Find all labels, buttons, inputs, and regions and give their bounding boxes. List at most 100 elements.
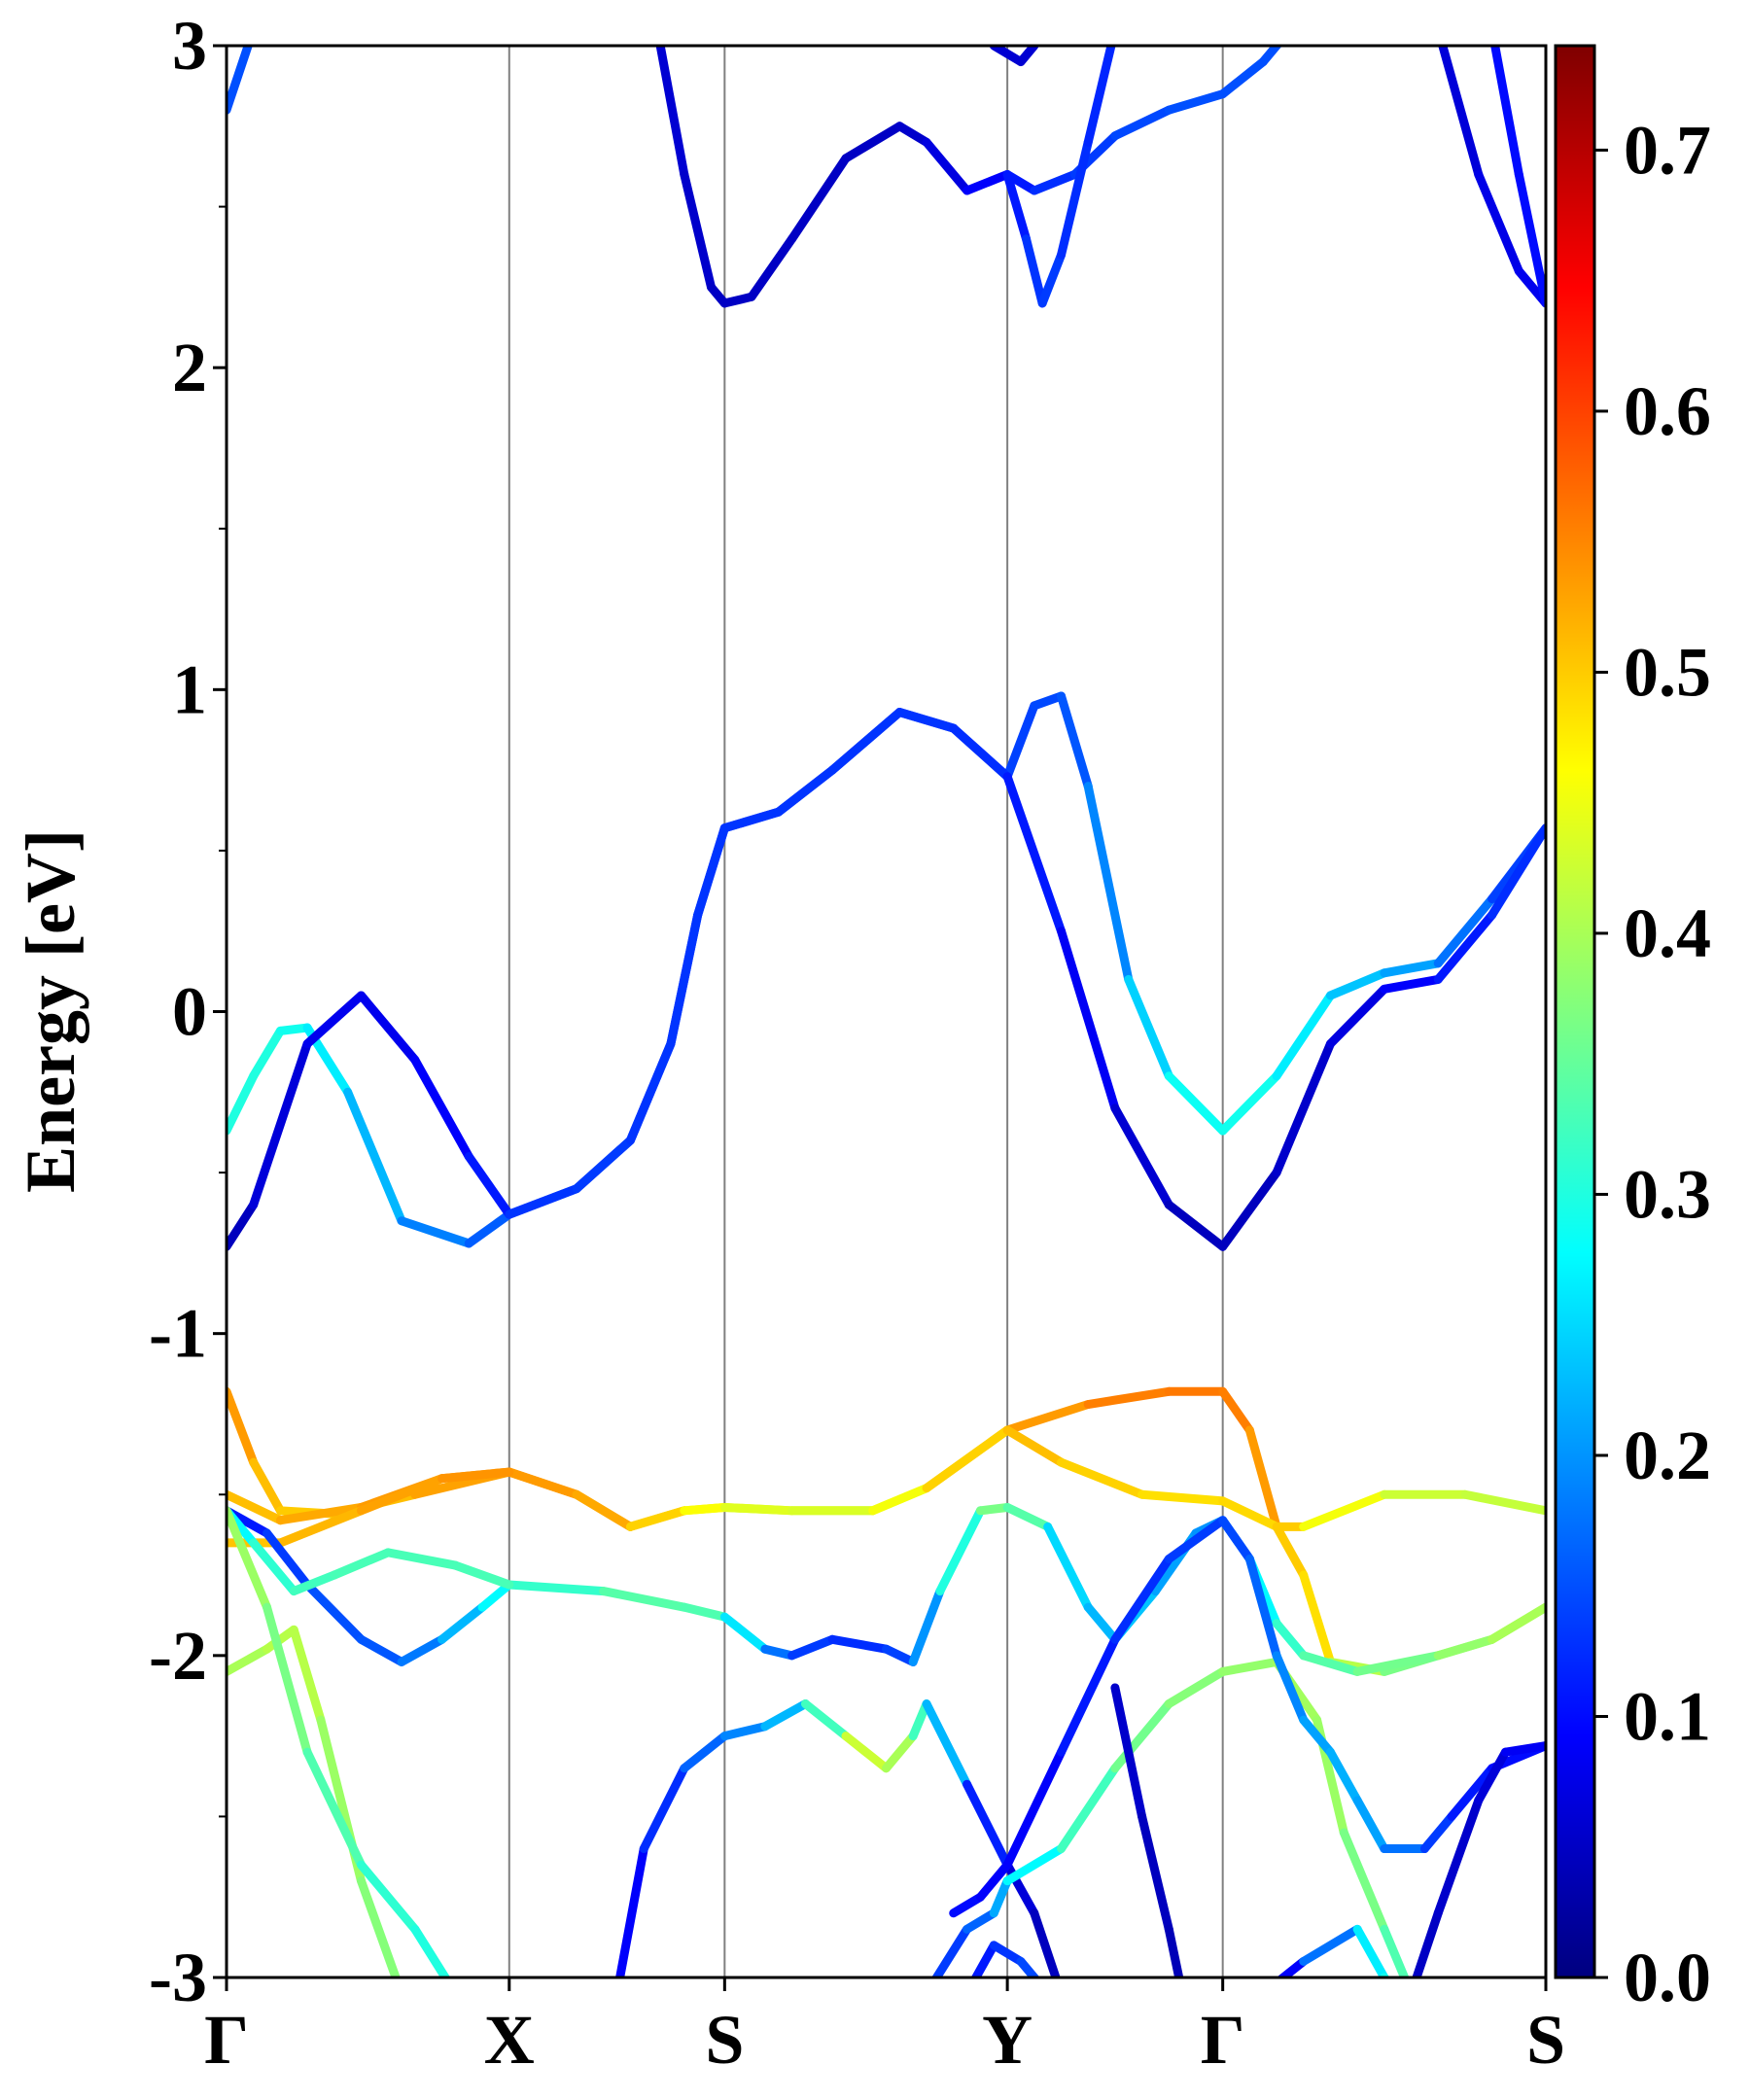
- band-segment: [410, 1055, 473, 1162]
- band-segment: [800, 1699, 851, 1741]
- band-segment: [625, 1506, 689, 1531]
- band-line: [227, 46, 253, 115]
- band-line: [615, 1699, 1061, 1978]
- y-tick-label: -2: [149, 1617, 207, 1695]
- band-segment: [356, 991, 420, 1065]
- band-segment: [680, 1602, 729, 1622]
- band-line: [1002, 46, 1116, 308]
- band-segment: [227, 1386, 259, 1467]
- x-tick-label: S: [705, 2001, 744, 2079]
- band-segment: [1244, 1554, 1281, 1661]
- band-segment: [760, 1699, 810, 1732]
- band-segment: [962, 1908, 998, 1934]
- band-segment: [989, 1876, 1012, 1918]
- band-line: [989, 46, 1039, 67]
- band-line: [1276, 1924, 1390, 1978]
- band-segment: [302, 991, 366, 1049]
- band-segment: [1164, 89, 1228, 115]
- band-segment: [1490, 46, 1523, 179]
- band-segment: [227, 46, 253, 115]
- x-tick-label: Y: [982, 2001, 1032, 2079]
- band-segment: [1110, 1554, 1173, 1644]
- band-segment: [719, 1612, 770, 1654]
- band-segment: [639, 1764, 689, 1854]
- band-segment: [1272, 1619, 1309, 1661]
- band-segment: [1218, 1386, 1254, 1435]
- band-segment: [227, 1071, 259, 1136]
- colorbar-tick-label: 0.6: [1624, 372, 1711, 450]
- band-segment: [1218, 1516, 1254, 1563]
- band-segment: [625, 1039, 676, 1145]
- band-segment: [922, 1699, 972, 1789]
- band-segment: [1514, 169, 1546, 308]
- band-segment: [788, 1634, 837, 1661]
- band-segment: [719, 292, 756, 308]
- band-segment: [949, 1892, 985, 1918]
- band-segment: [1030, 691, 1067, 711]
- band-segment: [1110, 1699, 1173, 1773]
- band-segment: [1272, 991, 1335, 1081]
- band-segment: [505, 1580, 609, 1596]
- y-tick-label: 3: [172, 7, 207, 85]
- band-segment: [1022, 234, 1047, 308]
- band-segment: [1438, 46, 1484, 179]
- band-segment: [1016, 1956, 1040, 1978]
- band-segment: [1500, 1741, 1546, 1757]
- band-segment: [1419, 1811, 1456, 1854]
- band-segment: [989, 46, 1026, 67]
- colorbar-tick-label: 0.0: [1624, 1939, 1711, 2016]
- band-segment: [680, 1732, 729, 1773]
- y-tick-label: 0: [172, 973, 207, 1051]
- band-segment: [356, 1876, 401, 1978]
- band-segment: [908, 1699, 931, 1741]
- band-segment: [931, 1924, 972, 1978]
- band-segment: [1002, 772, 1067, 936]
- band-segment: [1380, 1924, 1410, 1978]
- band-segment: [719, 1722, 770, 1741]
- band-segment: [262, 1528, 312, 1590]
- band-segment: [1380, 974, 1443, 994]
- band-segment: [227, 1200, 259, 1251]
- band-segment: [719, 807, 784, 833]
- band-segment: [1083, 1386, 1173, 1410]
- band-segment: [227, 1506, 272, 1612]
- band-segment: [1124, 974, 1173, 1081]
- band-segment: [1276, 1956, 1309, 1978]
- band-segment: [599, 1587, 689, 1612]
- band-segment: [505, 1184, 581, 1219]
- band-segment: [302, 1580, 366, 1644]
- band-segment: [1218, 1657, 1281, 1676]
- band-segment: [975, 1502, 1012, 1516]
- band-segment: [275, 1023, 312, 1035]
- band-segment: [249, 1457, 285, 1516]
- band-segment: [302, 1747, 366, 1870]
- band-segment: [1164, 1516, 1228, 1563]
- colorbar-tick-label: 0.3: [1624, 1155, 1711, 1233]
- band-segment: [249, 1026, 285, 1081]
- band-line: [949, 1516, 1546, 1918]
- band-segment: [262, 1602, 312, 1757]
- band-segment: [1272, 1039, 1335, 1177]
- band-segment: [655, 46, 689, 179]
- band-segment: [505, 1467, 581, 1499]
- band-segment: [1272, 1522, 1309, 1580]
- colorbar: 0.0 0.1 0.2 0.3 0.4 0.5 0.6 0.7: [1554, 44, 1711, 2016]
- band-segment: [1057, 1764, 1120, 1854]
- band-segment: [1002, 701, 1039, 782]
- band-segment: [1002, 1502, 1053, 1531]
- band-segment: [1037, 250, 1067, 308]
- band-line: [227, 1467, 514, 1548]
- colorbar-tick-label: 0.5: [1624, 633, 1711, 711]
- x-tick-label: Γ: [204, 2001, 249, 2079]
- band-segment: [249, 1039, 312, 1209]
- band-segment: [615, 1844, 648, 1978]
- band-segment: [922, 137, 972, 195]
- colorbar-tick-label: 0.7: [1624, 111, 1711, 189]
- band-segment: [410, 1924, 451, 1978]
- band-segment: [1299, 1570, 1335, 1666]
- band-segment: [1218, 1168, 1281, 1251]
- band-segment: [1218, 57, 1268, 99]
- band-line: [1110, 1683, 1184, 1978]
